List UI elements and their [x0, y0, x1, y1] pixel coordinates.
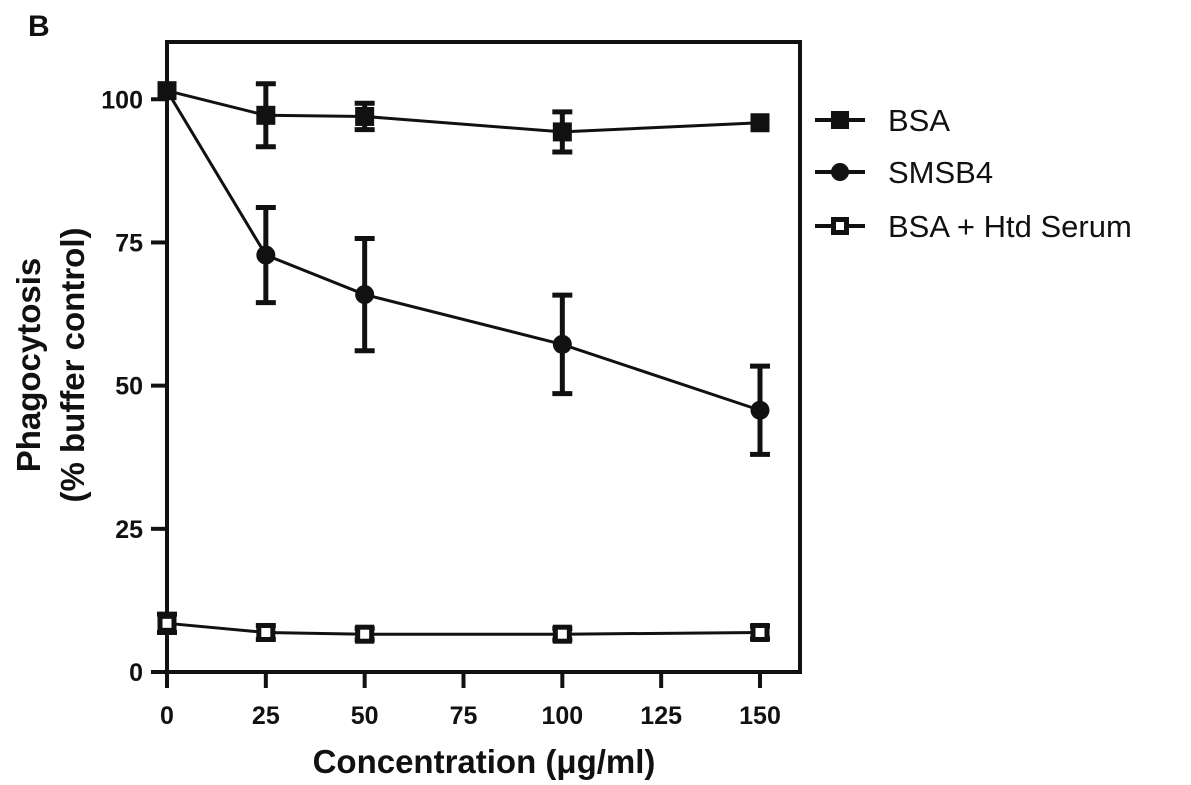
y-tick-label: 75 [115, 229, 143, 257]
y-tick-label: 50 [115, 373, 143, 401]
y-axis-ticks: 0 25 50 75 100 [101, 86, 167, 687]
data-point [552, 122, 572, 142]
data-point [256, 622, 276, 642]
series-1 [157, 81, 770, 457]
legend: BSA SMSB4 BSA + Htd Serum [815, 103, 1132, 244]
series-0 [157, 81, 770, 155]
data-point [157, 81, 177, 101]
data-point [750, 622, 770, 642]
series-line [166, 89, 761, 134]
x-tick-label: 125 [640, 702, 682, 730]
x-axis-ticks: 0 25 50 75 100 125 150 [160, 672, 781, 730]
plot-frame [165, 40, 802, 674]
series-layer [157, 81, 770, 644]
x-tick-label: 25 [252, 702, 280, 730]
data-point [355, 106, 375, 126]
axes [165, 40, 802, 674]
data-point [831, 217, 849, 235]
data-point [552, 334, 572, 354]
legend-item-0: BSA [815, 103, 950, 138]
legend-item-1: SMSB4 [815, 155, 993, 190]
y-axis-title-line-1: Phagocytosis [10, 258, 47, 473]
y-tick-label: 25 [115, 516, 143, 544]
y-tick-label: 100 [101, 86, 143, 114]
x-tick-label: 150 [739, 702, 781, 730]
legend-label: SMSB4 [888, 155, 993, 190]
legend-label: BSA [888, 103, 950, 138]
data-point [552, 624, 572, 644]
series-2 [157, 611, 770, 644]
data-point [831, 163, 849, 181]
data-point [750, 400, 770, 420]
x-tick-label: 50 [351, 702, 379, 730]
data-point [831, 111, 849, 129]
y-axis-title-line-2: (% buffer control) [54, 228, 91, 503]
y-tick-label: 0 [129, 659, 143, 687]
panel-label: B [28, 10, 50, 43]
x-tick-label: 0 [160, 702, 174, 730]
series-line [165, 89, 761, 412]
x-tick-label: 100 [541, 702, 583, 730]
data-point [355, 285, 375, 305]
x-axis-title: Concentration (μg/ml) [313, 743, 656, 780]
x-tick-label: 75 [450, 702, 478, 730]
data-point [256, 245, 276, 265]
data-point [750, 113, 770, 133]
data-point [157, 613, 177, 633]
legend-item-2: BSA + Htd Serum [815, 209, 1132, 244]
legend-label: BSA + Htd Serum [888, 209, 1132, 244]
data-point [256, 105, 276, 125]
data-point [355, 624, 375, 644]
